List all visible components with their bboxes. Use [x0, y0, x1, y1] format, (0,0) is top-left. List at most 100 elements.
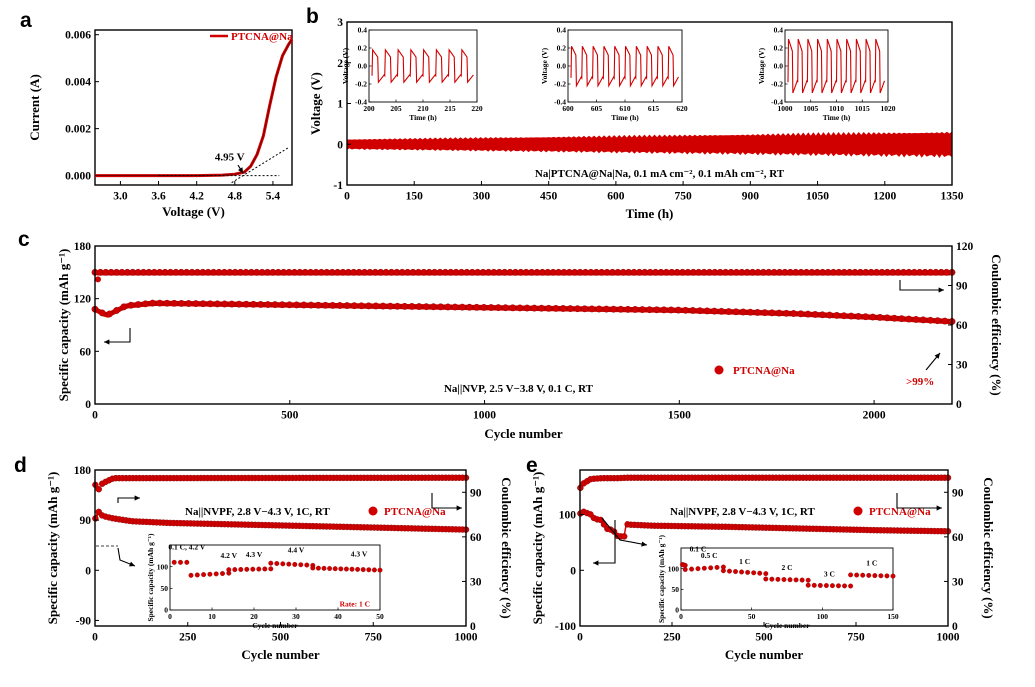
chart-c-capacity-point [127, 301, 135, 309]
chart-d-inset-point [321, 565, 327, 571]
chart-c-capacity-point [926, 316, 934, 324]
chart-c-capacity-point [840, 312, 848, 320]
chart-d-inset-ytick-label: 100 [157, 562, 169, 571]
chart-e-inset-point [860, 572, 866, 578]
chart-b-inset-ytick-label: -0.2 [771, 80, 783, 89]
chart-b-xtick-label: 900 [742, 191, 760, 203]
chart-c-capacity-point [516, 304, 524, 312]
chart-d-ytick-label: 90 [80, 515, 92, 527]
chart-c-y2tick-label: 0 [956, 399, 962, 411]
chart-d-y2label: Coulombic efficiency (%) [499, 477, 514, 619]
chart-d-inset-point [332, 566, 338, 572]
chart-c-capacity-point [307, 301, 315, 309]
chart-c-capacity-point [206, 300, 214, 308]
chart-c-capacity-point [437, 303, 445, 311]
chart-d-inset-segment-label: 4.2 V [221, 551, 238, 560]
chart-d-inset-point [360, 567, 366, 573]
chart-c-legend-label: PTCNA@Na [733, 365, 795, 377]
chart-c-legend-marker [714, 365, 724, 375]
chart-e-y2tick-label: 30 [952, 576, 964, 588]
chart-d-inset-point [184, 559, 190, 565]
chart-c-ce-label: >99% [906, 376, 934, 388]
chart-d-inset-point [207, 571, 213, 577]
chart-e-inset-point [829, 583, 835, 589]
chart-b-inset-xtick-label: 1000 [778, 104, 793, 113]
chart-a-ylabel: Current (A) [27, 74, 42, 141]
chart-b-inset-xtick-label: 1005 [803, 104, 818, 113]
chart-d-inset-ylabel: Specific capacity (mAh g⁻¹) [146, 533, 155, 622]
chart-d-inset-point [349, 566, 355, 572]
panel-label-b: b [306, 5, 319, 28]
chart-d-y2tick-label: 60 [470, 532, 482, 544]
chart-a-legend-label: PTCNA@Na [231, 31, 293, 43]
chart-c-capacity-point [912, 316, 920, 323]
chart-c-capacity-point [401, 302, 409, 310]
chart-b-inset-xlabel: Time (h) [409, 113, 437, 122]
chart-c-xtick-label: 2000 [863, 410, 886, 422]
chart-e-legend-label: PTCNA@Na [869, 506, 931, 518]
chart-d-inset-xtick-label: 10 [208, 612, 216, 621]
chart-d-axis-arrow-1-head [134, 495, 140, 501]
chart-c-ytick-label: 120 [74, 294, 92, 306]
chart-c-ylabel: Specific capacity (mAh g⁻¹) [56, 249, 71, 402]
chart-d-xtick-label: 1000 [455, 632, 478, 644]
chart-e-ylabel: Specific capacity (mAh g⁻¹) [530, 472, 545, 625]
chart-c-capacity-point [646, 306, 653, 314]
chart-c-efficiency-axis-arrow [899, 280, 944, 291]
chart-e-capacity-point [621, 533, 628, 540]
chart-c-efficiency-axis-arrow-head [938, 287, 944, 293]
chart-c-capacity-point [98, 309, 106, 317]
chart-d-legend-marker [368, 506, 378, 516]
chart-b-xtick-label: 150 [406, 191, 424, 203]
chart-e-inset-point [775, 576, 781, 582]
chart-e-inset-segment-label: 1 C [866, 558, 877, 567]
chart-d-axis-arrow-3 [431, 493, 462, 509]
chart-d-y2tick-label: 0 [470, 621, 476, 633]
chart-b-inset-ytick-label: 0.2 [774, 44, 784, 53]
chart-c-capacity-point [257, 301, 265, 308]
chart-b-inset-waveform [371, 48, 474, 84]
chart-d-inset-point [188, 572, 194, 578]
chart-a-frame [94, 29, 293, 186]
chart-b-inset-xtick-label: 620 [676, 104, 688, 113]
chart-c-capacity-point [394, 302, 401, 310]
chart-c-capacity-point [228, 300, 236, 308]
chart-c-capacity-point [862, 313, 869, 321]
chart-d-inset-point [355, 566, 361, 572]
chart-b-ytick-label: 0 [337, 139, 343, 151]
chart-b-inset-ylabel: Voltage (V) [540, 47, 549, 84]
chart-c-y2label: Coulombic efficiency (%) [989, 254, 1004, 396]
chart-d-xtick-label: 750 [365, 632, 383, 644]
chart-c-xlabel: Cycle number [484, 426, 563, 441]
chart-d-ytick-label: -90 [76, 615, 92, 627]
panel-label-c: c [18, 228, 30, 251]
chart-d-inset-point [178, 559, 183, 565]
chart-c-capacity-point [610, 305, 617, 313]
chart-e-inset-point [701, 565, 707, 571]
chart-b-xlabel: Time (h) [626, 206, 674, 221]
chart-c-capacity-point [811, 311, 819, 318]
chart-d-condition-label: Na||NVPF, 2.8 V−4.3 V, 1C, RT [185, 506, 330, 518]
chart-e-legend-marker [853, 506, 863, 516]
chart-c-capacity-point [509, 304, 517, 312]
chart-d-inset-segment-label: 0.1 C, 4.2 V [168, 542, 206, 551]
chart-a-onset-label: 4.95 V [215, 151, 245, 163]
chart-d-inset-point [232, 567, 238, 573]
chart-e-inset-frame [680, 547, 894, 611]
chart-e-inset-point [848, 583, 854, 589]
chart-d-ylabel: Specific capacity (mAh g⁻¹) [45, 472, 60, 625]
chart-c-capacity-point [314, 301, 322, 309]
chart-a-xlabel: Voltage (V) [162, 204, 225, 219]
chart-e-xtick-label: 0 [577, 632, 583, 644]
chart-b-inset-ytick-label: 0.4 [774, 26, 784, 35]
chart-e-inset-point [811, 582, 817, 588]
chart-d-inset-xtick-label: 20 [250, 612, 258, 621]
chart-c-capacity-point [602, 305, 610, 313]
chart-b-xtick-label: 750 [674, 191, 692, 203]
chart-d-inset-xtick-label: 0 [168, 612, 172, 621]
chart-b-xtick-label: 1350 [941, 191, 964, 203]
chart-c-capacity-point [667, 306, 675, 314]
chart-a-onset-arrow-head [238, 167, 244, 174]
chart-c-capacity-point [336, 302, 344, 309]
chart-c-xtick-label: 0 [92, 410, 98, 422]
